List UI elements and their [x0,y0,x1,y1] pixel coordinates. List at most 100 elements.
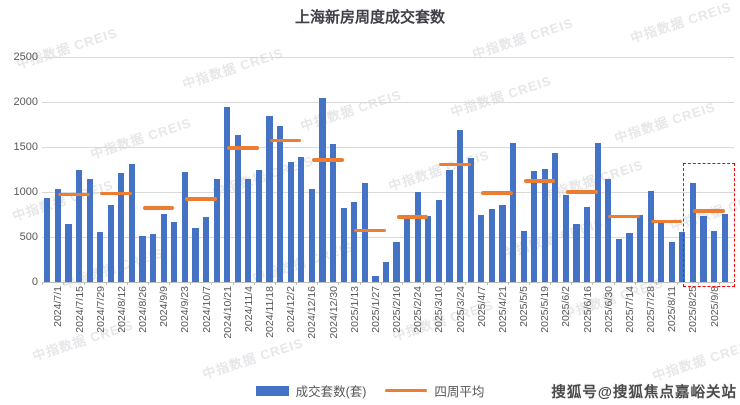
bar-week-0 [44,198,51,282]
x-axis-tick [592,282,594,285]
bar-week-50 [573,223,580,282]
gridline-1500 [42,146,734,148]
gridline-2500 [42,56,734,58]
bar-week-31 [372,275,379,282]
bar-week-22 [277,126,284,282]
four-week-average-segment-10 [481,191,513,195]
four-week-average-segment-2 [142,206,175,210]
bar-week-40 [467,157,474,282]
x-axis-tick [380,282,382,285]
bar-week-15 [202,217,210,282]
y-tick-label: 500 [19,231,38,243]
x-axis-tick [232,282,234,285]
x-tick-label: 2025/5/5 [518,286,531,327]
x-tick-label: 2024/12/16 [306,286,319,339]
bar-week-26 [319,98,326,282]
x-tick-label: 2025/2/24 [412,286,425,333]
bar-week-44 [509,142,517,282]
bar-week-37 [435,200,442,282]
x-tick-label: 2024/9/9 [158,286,171,327]
four-week-average-segment-3 [184,197,217,201]
bar-week-51 [584,207,591,282]
x-axis-tick [423,282,425,285]
x-axis-tick [274,282,276,285]
x-tick-label: 2024/12/30 [327,286,340,339]
gridline-1000 [42,191,734,193]
x-axis-tick [296,282,298,285]
bar-week-64 [721,213,728,282]
bar-week-1 [54,189,61,282]
bar-week-5 [97,231,104,282]
x-tick-label: 2024/8/26 [137,286,150,333]
x-tick-label: 2024/12/2 [285,286,298,333]
x-tick-label: 2025/5/19 [539,286,552,333]
four-week-average-segment-14 [650,219,683,224]
bar-week-27 [329,144,337,282]
x-tick-label: 2025/6/2 [560,286,573,327]
x-tick-label: 2025/3/24 [454,286,467,333]
bar-week-35 [414,192,421,282]
four-week-average-segment-11 [523,179,556,183]
four-week-average-segment-1 [100,191,132,196]
x-tick-label: 2025/6/16 [581,286,594,333]
x-tick-label: 2024/10/7 [200,286,213,333]
four-week-average-segment-4 [227,146,259,150]
x-axis-tick [401,282,403,285]
bar-week-28 [340,208,347,282]
bar-week-21 [266,115,273,282]
four-week-average-segment-8 [396,215,429,219]
x-tick-label: 2024/7/29 [94,286,107,333]
y-tick-label: 2500 [13,51,38,63]
bar-week-56 [636,215,644,282]
bar-week-24 [298,156,305,282]
bar-week-34 [404,218,411,282]
x-tick-label: 2025/3/10 [433,286,446,333]
plot-area [42,56,735,287]
bar-week-53 [605,178,612,282]
chart-title: 上海新房周度成交套数 [294,9,445,26]
x-tick-label: 2025/8/25 [687,286,700,333]
gridline-0 [42,281,734,283]
bar-week-63 [711,230,718,282]
x-tick-label: 2025/1/27 [369,286,382,333]
bar-week-58 [658,222,665,282]
x-tick-label: 2025/8/11 [666,286,679,332]
x-axis-tick [63,282,65,285]
x-tick-label: 2025/1/13 [348,286,361,333]
x-tick-label: 2024/11/18 [264,286,277,338]
bar-week-9 [139,236,146,282]
x-axis-tick [211,282,213,285]
x-tick-label: 2025/9/8 [708,286,721,327]
bar-week-30 [361,183,368,282]
x-axis-tick [147,282,149,285]
y-tick-label: 2000 [13,96,38,108]
x-axis-tick [613,282,615,285]
y-tick-label: 0 [31,276,38,288]
bar-series-swatch [255,385,289,396]
x-tick-label: 2024/9/23 [179,286,192,333]
four-week-average-segment-7 [354,228,386,233]
bar-week-38 [446,170,453,282]
bar-week-47 [541,168,548,282]
x-tick-label: 2025/7/14 [623,286,636,333]
bar-week-59 [668,242,675,282]
gridline-2000 [42,101,734,103]
bar-week-17 [224,106,231,282]
bar-week-7 [118,173,125,282]
x-tick-label: 2025/4/21 [496,286,509,333]
four-week-average-segment-0 [57,192,90,197]
legend-bar-series-label: 成交套数(套) [295,385,367,399]
bar-week-16 [213,178,220,282]
bar-week-42 [488,209,495,282]
x-tick-label: 2024/7/15 [73,286,86,333]
recent-weeks-highlight-box [682,163,735,287]
x-axis-tick [655,282,657,285]
x-axis-tick [359,282,361,285]
x-axis-tick [698,282,700,285]
x-axis-tick [84,282,86,285]
bar-week-54 [615,238,622,282]
x-tick-label: 2024/7/1 [52,286,65,327]
x-axis-tick [677,282,679,285]
bar-week-2 [65,223,72,282]
bar-week-20 [255,169,263,282]
